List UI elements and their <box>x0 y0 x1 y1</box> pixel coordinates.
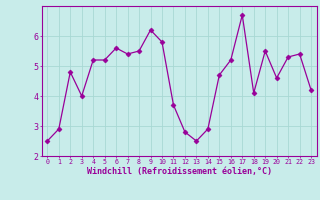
X-axis label: Windchill (Refroidissement éolien,°C): Windchill (Refroidissement éolien,°C) <box>87 167 272 176</box>
